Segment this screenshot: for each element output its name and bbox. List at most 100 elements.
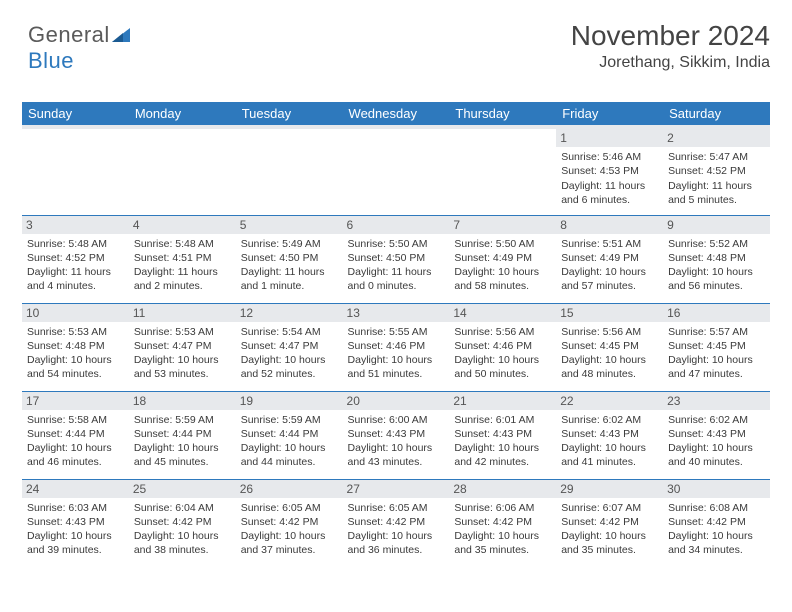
sunset-text: Sunset: 4:45 PM <box>668 339 765 353</box>
calendar-cell: 7 Sunrise: 5:50 AMSunset: 4:49 PMDaylight… <box>449 215 556 303</box>
calendar-table: SundayMondayTuesdayWednesdayThursdayFrid… <box>22 102 770 567</box>
sunset-text: Sunset: 4:42 PM <box>241 515 338 529</box>
sunset-text: Sunset: 4:44 PM <box>134 427 231 441</box>
sunrise-text: Sunrise: 6:00 AM <box>348 413 445 427</box>
sunrise-text: Sunrise: 5:51 AM <box>561 237 658 251</box>
daylight-text: Daylight: 10 hours and 53 minutes. <box>134 353 231 381</box>
day-details: Sunrise: 5:48 AMSunset: 4:52 PMDaylight:… <box>26 237 125 294</box>
calendar-header: SundayMondayTuesdayWednesdayThursdayFrid… <box>22 102 770 127</box>
day-details: Sunrise: 6:02 AMSunset: 4:43 PMDaylight:… <box>667 413 766 470</box>
calendar-cell: 28Sunrise: 6:06 AMSunset: 4:42 PMDayligh… <box>449 479 556 567</box>
sunrise-text: Sunrise: 5:53 AM <box>27 325 124 339</box>
sunset-text: Sunset: 4:44 PM <box>241 427 338 441</box>
calendar-cell: 12Sunrise: 5:54 AMSunset: 4:47 PMDayligh… <box>236 303 343 391</box>
day-number: 21 <box>449 392 556 410</box>
calendar-row: 3 Sunrise: 5:48 AMSunset: 4:52 PMDaylight… <box>22 215 770 303</box>
day-number: 16 <box>663 304 770 322</box>
sunrise-text: Sunrise: 5:59 AM <box>134 413 231 427</box>
page-title: November 2024 <box>571 20 770 52</box>
daylight-text: Daylight: 10 hours and 56 minutes. <box>668 265 765 293</box>
sunrise-text: Sunrise: 6:02 AM <box>668 413 765 427</box>
day-number: 10 <box>22 304 129 322</box>
sunrise-text: Sunrise: 5:54 AM <box>241 325 338 339</box>
day-number: 11 <box>129 304 236 322</box>
day-number: 23 <box>663 392 770 410</box>
calendar-cell: 5Sunrise: 5:49 AMSunset: 4:50 PMDaylight… <box>236 215 343 303</box>
day-number: 7 <box>449 216 556 234</box>
day-number: 3 <box>22 216 129 234</box>
daylight-text: Daylight: 11 hours and 1 minute. <box>241 265 338 293</box>
sunrise-text: Sunrise: 5:48 AM <box>134 237 231 251</box>
daylight-text: Daylight: 10 hours and 38 minutes. <box>134 529 231 557</box>
calendar-cell <box>22 127 129 215</box>
sunset-text: Sunset: 4:42 PM <box>561 515 658 529</box>
day-details: Sunrise: 5:50 AMSunset: 4:49 PMDaylight:… <box>453 237 552 294</box>
sunset-text: Sunset: 4:43 PM <box>348 427 445 441</box>
sunset-text: Sunset: 4:42 PM <box>348 515 445 529</box>
day-details: Sunrise: 5:58 AMSunset: 4:44 PMDaylight:… <box>26 413 125 470</box>
day-details: Sunrise: 5:56 AMSunset: 4:45 PMDaylight:… <box>560 325 659 382</box>
sunrise-text: Sunrise: 6:05 AM <box>348 501 445 515</box>
daylight-text: Daylight: 10 hours and 48 minutes. <box>561 353 658 381</box>
calendar-row: 17Sunrise: 5:58 AMSunset: 4:44 PMDayligh… <box>22 391 770 479</box>
weekday-header: Wednesday <box>343 102 450 127</box>
sunset-text: Sunset: 4:46 PM <box>348 339 445 353</box>
daylight-text: Daylight: 10 hours and 34 minutes. <box>668 529 765 557</box>
day-number: 17 <box>22 392 129 410</box>
day-details: Sunrise: 5:57 AMSunset: 4:45 PMDaylight:… <box>667 325 766 382</box>
day-number: 27 <box>343 480 450 498</box>
sunrise-text: Sunrise: 5:58 AM <box>27 413 124 427</box>
sunset-text: Sunset: 4:45 PM <box>561 339 658 353</box>
sunset-text: Sunset: 4:50 PM <box>348 251 445 265</box>
brand-text-2: Blue <box>28 48 74 73</box>
weekday-header: Friday <box>556 102 663 127</box>
calendar-cell: 16 Sunrise: 5:57 AMSunset: 4:45 PMDayligh… <box>663 303 770 391</box>
day-number: 1 <box>556 129 663 147</box>
calendar-row: 24Sunrise: 6:03 AMSunset: 4:43 PMDayligh… <box>22 479 770 567</box>
day-number: 6 <box>343 216 450 234</box>
day-number: 25 <box>129 480 236 498</box>
sunrise-text: Sunrise: 6:04 AM <box>134 501 231 515</box>
calendar-cell: 18Sunrise: 5:59 AMSunset: 4:44 PMDayligh… <box>129 391 236 479</box>
sunrise-text: Sunrise: 5:48 AM <box>27 237 124 251</box>
daylight-text: Daylight: 10 hours and 54 minutes. <box>27 353 124 381</box>
calendar-cell <box>129 127 236 215</box>
sunset-text: Sunset: 4:43 PM <box>454 427 551 441</box>
calendar-cell: 4Sunrise: 5:48 AMSunset: 4:51 PMDaylight… <box>129 215 236 303</box>
daylight-text: Daylight: 11 hours and 2 minutes. <box>134 265 231 293</box>
day-number: 13 <box>343 304 450 322</box>
brand-text-1: General <box>28 22 110 47</box>
day-number: 26 <box>236 480 343 498</box>
daylight-text: Daylight: 10 hours and 39 minutes. <box>27 529 124 557</box>
sunset-text: Sunset: 4:42 PM <box>454 515 551 529</box>
sunset-text: Sunset: 4:52 PM <box>668 164 765 178</box>
daylight-text: Daylight: 10 hours and 43 minutes. <box>348 441 445 469</box>
sunrise-text: Sunrise: 6:08 AM <box>668 501 765 515</box>
calendar-cell: 6Sunrise: 5:50 AMSunset: 4:50 PMDaylight… <box>343 215 450 303</box>
daylight-text: Daylight: 10 hours and 58 minutes. <box>454 265 551 293</box>
sunrise-text: Sunrise: 5:47 AM <box>668 150 765 164</box>
calendar-body: 1 Sunrise: 5:46 AMSunset: 4:53 PMDaylight… <box>22 127 770 567</box>
day-number: 15 <box>556 304 663 322</box>
sunset-text: Sunset: 4:44 PM <box>27 427 124 441</box>
sunrise-text: Sunrise: 5:52 AM <box>668 237 765 251</box>
day-number: 14 <box>449 304 556 322</box>
sunset-text: Sunset: 4:48 PM <box>27 339 124 353</box>
day-number: 8 <box>556 216 663 234</box>
day-details: Sunrise: 5:59 AMSunset: 4:44 PMDaylight:… <box>240 413 339 470</box>
daylight-text: Daylight: 10 hours and 46 minutes. <box>27 441 124 469</box>
calendar-cell: 27 Sunrise: 6:05 AMSunset: 4:42 PMDayligh… <box>343 479 450 567</box>
day-number: 22 <box>556 392 663 410</box>
sunset-text: Sunset: 4:50 PM <box>241 251 338 265</box>
day-details: Sunrise: 5:46 AMSunset: 4:53 PMDaylight:… <box>560 150 659 207</box>
day-number: 30 <box>663 480 770 498</box>
calendar-cell: 19Sunrise: 5:59 AMSunset: 4:44 PMDayligh… <box>236 391 343 479</box>
day-details: Sunrise: 6:05 AMSunset: 4:42 PMDaylight:… <box>347 501 446 558</box>
day-details: Sunrise: 5:54 AMSunset: 4:47 PMDaylight:… <box>240 325 339 382</box>
daylight-text: Daylight: 10 hours and 41 minutes. <box>561 441 658 469</box>
calendar-cell: 26Sunrise: 6:05 AMSunset: 4:42 PMDayligh… <box>236 479 343 567</box>
calendar-cell: 22Sunrise: 6:02 AMSunset: 4:43 PMDayligh… <box>556 391 663 479</box>
sunrise-text: Sunrise: 5:56 AM <box>454 325 551 339</box>
sunrise-text: Sunrise: 5:46 AM <box>561 150 658 164</box>
daylight-text: Daylight: 11 hours and 6 minutes. <box>561 179 658 207</box>
